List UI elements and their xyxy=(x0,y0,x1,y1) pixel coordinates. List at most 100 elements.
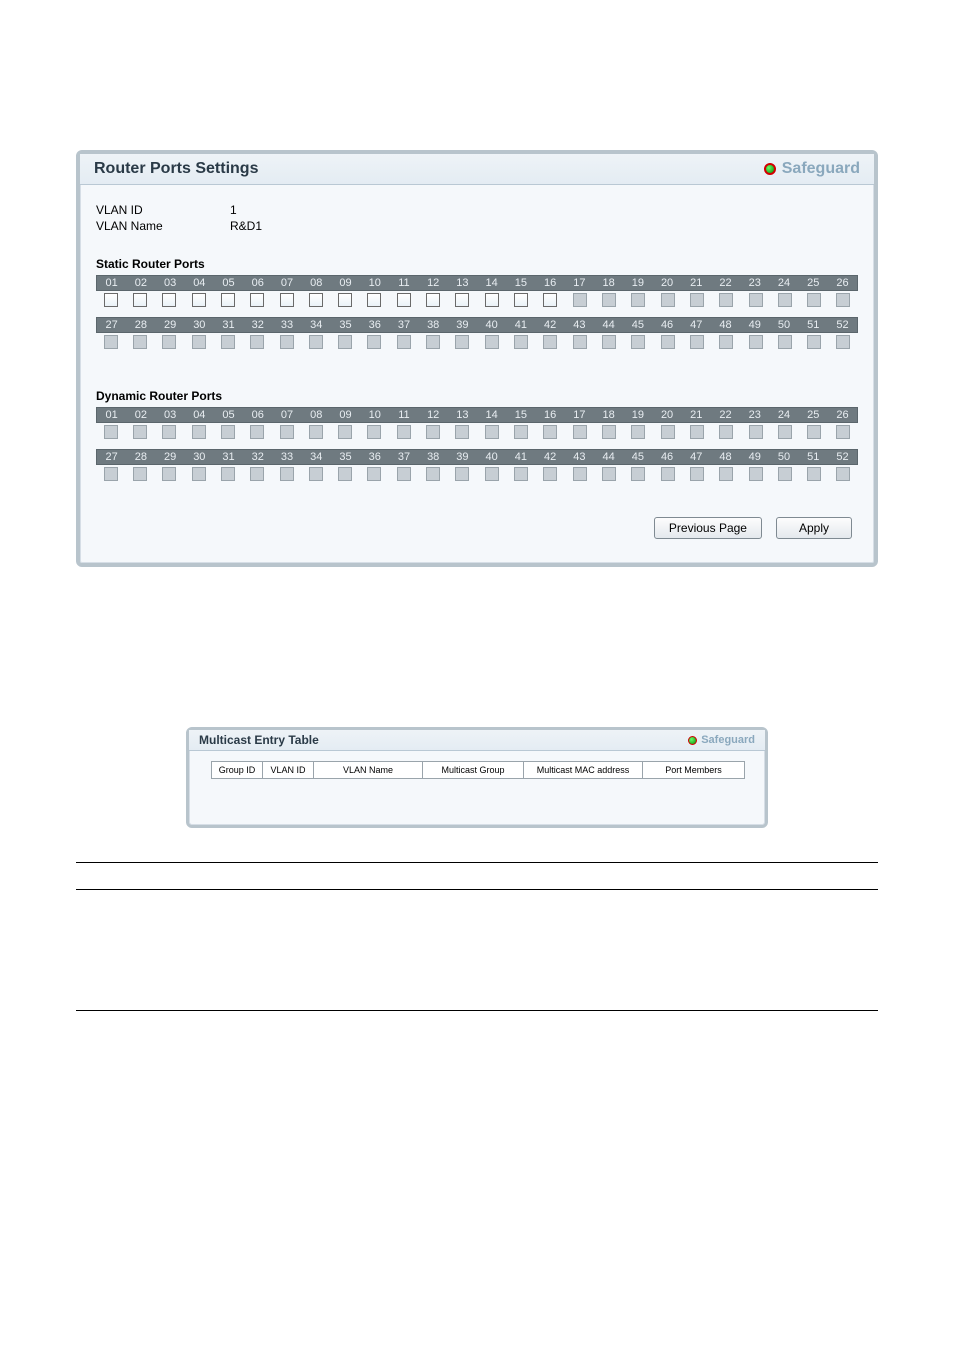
port-label: 33 xyxy=(272,318,301,332)
port-checkbox[interactable] xyxy=(426,293,440,307)
port-label: 25 xyxy=(799,408,828,422)
port-checkbox-disabled xyxy=(426,335,440,349)
port-checkbox[interactable] xyxy=(133,293,147,307)
port-checkbox-disabled xyxy=(778,425,792,439)
previous-page-button[interactable]: Previous Page xyxy=(654,517,762,539)
safeguard-status-icon-2 xyxy=(688,736,697,745)
apply-button[interactable]: Apply xyxy=(776,517,852,539)
port-checkbox[interactable] xyxy=(367,293,381,307)
port-label: 08 xyxy=(302,408,331,422)
table-column-header: VLAN ID xyxy=(263,762,314,778)
panel-body: VLAN ID 1 VLAN Name R&D1 Static Router P… xyxy=(80,185,874,563)
port-label: 47 xyxy=(682,450,711,464)
port-checkbox-disabled xyxy=(836,335,850,349)
port-label: 39 xyxy=(448,450,477,464)
port-label: 35 xyxy=(331,450,360,464)
table-column-header: Group ID xyxy=(212,762,263,778)
port-checkbox-disabled xyxy=(749,467,763,481)
port-label: 06 xyxy=(243,408,272,422)
port-label: 52 xyxy=(828,318,857,332)
port-label: 31 xyxy=(214,318,243,332)
port-checkbox[interactable] xyxy=(221,293,235,307)
port-label: 15 xyxy=(506,276,535,290)
port-label: 16 xyxy=(536,408,565,422)
port-checkbox[interactable] xyxy=(192,293,206,307)
port-label: 38 xyxy=(419,318,448,332)
port-checkbox-disabled xyxy=(631,293,645,307)
port-checkbox[interactable] xyxy=(309,293,323,307)
port-label: 09 xyxy=(331,408,360,422)
port-label: 49 xyxy=(740,450,769,464)
dynamic-ports-row2: 2728293031323334353637383940414243444546… xyxy=(96,449,858,481)
table-column-header: VLAN Name xyxy=(314,762,423,778)
port-label: 24 xyxy=(769,408,798,422)
port-label: 06 xyxy=(243,276,272,290)
panel-header: Router Ports Settings Safeguard xyxy=(80,154,874,185)
port-label: 51 xyxy=(799,318,828,332)
port-checkbox-disabled xyxy=(221,425,235,439)
port-checkbox[interactable] xyxy=(485,293,499,307)
port-label: 04 xyxy=(185,408,214,422)
multicast-entry-panel: Multicast Entry Table Safeguard Group ID… xyxy=(186,727,768,828)
port-label: 48 xyxy=(711,318,740,332)
port-label: 13 xyxy=(448,276,477,290)
port-checkbox[interactable] xyxy=(250,293,264,307)
port-label: 25 xyxy=(799,276,828,290)
port-checkbox-disabled xyxy=(573,425,587,439)
port-label: 23 xyxy=(740,276,769,290)
port-label: 47 xyxy=(682,318,711,332)
port-checkbox-disabled xyxy=(602,425,616,439)
port-checkbox[interactable] xyxy=(543,293,557,307)
panel2-header: Multicast Entry Table Safeguard xyxy=(189,730,765,751)
port-checkbox[interactable] xyxy=(338,293,352,307)
static-ports-row1: 0102030405060708091011121314151617181920… xyxy=(96,275,858,307)
vlan-id-label: VLAN ID xyxy=(96,203,226,217)
port-label: 03 xyxy=(155,408,184,422)
port-checkbox-disabled xyxy=(690,425,704,439)
port-checkbox[interactable] xyxy=(514,293,528,307)
port-checkbox[interactable] xyxy=(455,293,469,307)
port-checkbox-disabled xyxy=(807,335,821,349)
port-label: 18 xyxy=(594,276,623,290)
port-checkbox[interactable] xyxy=(162,293,176,307)
port-checkbox-disabled xyxy=(631,335,645,349)
port-checkbox-disabled xyxy=(778,335,792,349)
port-label: 32 xyxy=(243,450,272,464)
port-checkbox-disabled xyxy=(749,335,763,349)
port-checkbox-disabled xyxy=(309,335,323,349)
port-label: 39 xyxy=(448,318,477,332)
port-checkbox-disabled xyxy=(104,335,118,349)
port-label: 35 xyxy=(331,318,360,332)
port-checkbox-disabled xyxy=(162,335,176,349)
table-column-header: Multicast MAC address xyxy=(524,762,643,778)
safeguard-status-icon xyxy=(764,163,776,175)
dynamic-ports-row1: 0102030405060708091011121314151617181920… xyxy=(96,407,858,439)
table-column-header: Port Members xyxy=(643,762,744,778)
port-label: 36 xyxy=(360,450,389,464)
port-label: 33 xyxy=(272,450,301,464)
port-label: 26 xyxy=(828,276,857,290)
port-checkbox[interactable] xyxy=(104,293,118,307)
port-checkbox-disabled xyxy=(426,467,440,481)
port-label: 37 xyxy=(389,450,418,464)
table-column-header: Multicast Group xyxy=(423,762,524,778)
port-label: 43 xyxy=(565,318,594,332)
port-label: 32 xyxy=(243,318,272,332)
port-checkbox-disabled xyxy=(192,467,206,481)
vlan-name-row: VLAN Name R&D1 xyxy=(96,219,858,233)
port-checkbox-disabled xyxy=(514,335,528,349)
port-label: 19 xyxy=(623,276,652,290)
port-checkbox[interactable] xyxy=(397,293,411,307)
divider-3 xyxy=(76,1010,878,1011)
port-checkbox-disabled xyxy=(309,425,323,439)
port-label: 41 xyxy=(506,318,535,332)
port-label: 16 xyxy=(536,276,565,290)
port-checkbox-disabled xyxy=(455,335,469,349)
port-checkbox[interactable] xyxy=(280,293,294,307)
port-checkbox-disabled xyxy=(836,293,850,307)
port-checkbox-disabled xyxy=(485,425,499,439)
port-label: 46 xyxy=(652,318,681,332)
port-label: 20 xyxy=(652,276,681,290)
port-checkbox-disabled xyxy=(807,425,821,439)
port-checkbox-disabled xyxy=(133,467,147,481)
